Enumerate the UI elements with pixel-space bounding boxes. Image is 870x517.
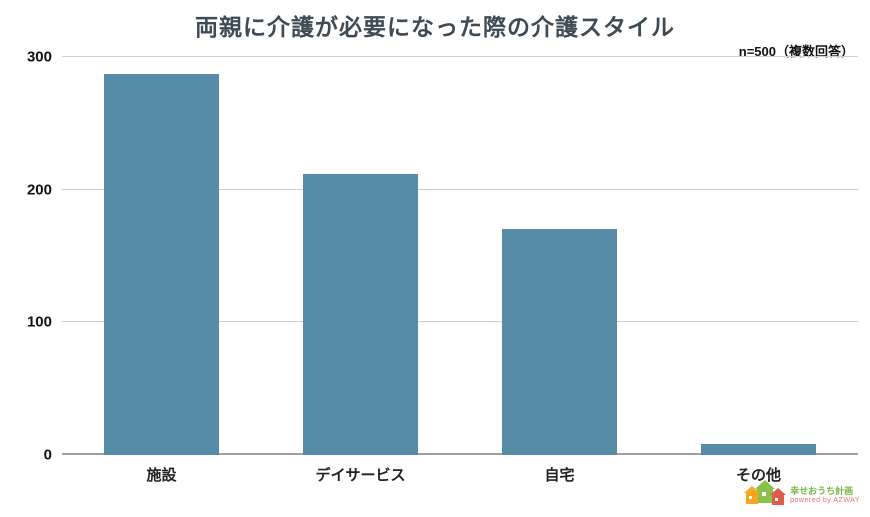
gridline-100 xyxy=(62,321,858,323)
bar-その他 xyxy=(701,444,816,455)
x-tick-label: デイサービス xyxy=(315,467,406,484)
bar-slot xyxy=(460,57,659,455)
houses-logo-icon xyxy=(744,478,787,513)
y-tick-label: 100 xyxy=(26,313,52,331)
x-tick-label: その他 xyxy=(735,467,781,484)
gridline-0 xyxy=(62,453,858,455)
bars-row xyxy=(62,57,858,455)
y-tick-label: 300 xyxy=(26,48,52,66)
gridline-200 xyxy=(62,188,858,190)
bar-slot xyxy=(659,57,858,455)
plot-area: 施設 デイサービス 自宅 その他 0 100 200 300 xyxy=(27,49,858,484)
bar-施設 xyxy=(104,74,219,455)
brand-logo-subtext: powered by AZWAY xyxy=(790,496,860,504)
x-tick-label: 自宅 xyxy=(544,467,575,484)
bar-slot xyxy=(261,57,460,455)
gridline-300 xyxy=(62,56,858,57)
y-tick-label: 200 xyxy=(26,181,52,199)
y-tick-label: 0 xyxy=(43,446,52,464)
chart-title: 両親に介護が必要になった際の介護スタイル xyxy=(195,14,675,40)
bar-デイサービス xyxy=(303,173,418,455)
x-labels-row: 施設 デイサービス 自宅 その他 xyxy=(62,455,858,485)
sample-size-note: n=500（複数回答） xyxy=(738,44,854,59)
x-tick-label: 施設 xyxy=(146,467,177,484)
bar-slot xyxy=(62,57,261,455)
brand-logo: 幸せおうち計画 powered by AZWAY xyxy=(744,478,860,513)
brand-logo-text: 幸せおうち計画 xyxy=(790,485,854,496)
bar-自宅 xyxy=(502,229,617,455)
